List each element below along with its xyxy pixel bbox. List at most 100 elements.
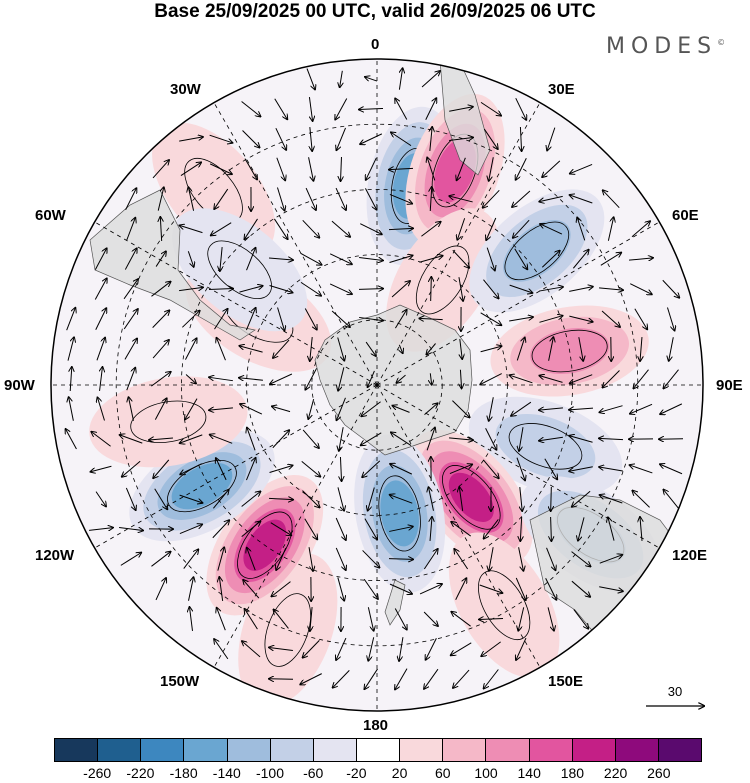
wind-arrow [632, 491, 650, 508]
wind-arrow [305, 368, 318, 389]
wind-arrow [182, 311, 199, 328]
colorbar-cell [313, 739, 357, 761]
wind-arrow [124, 339, 137, 360]
wind-arrow [270, 373, 293, 384]
map-title: Base 25/09/2025 00 UTC, valid 26/09/2025… [154, 1, 596, 22]
anomaly-contour-line [378, 475, 421, 552]
wind-arrow [603, 190, 620, 209]
wind-arrow [157, 187, 164, 211]
wind-arrow [458, 277, 463, 301]
wind-arrow [217, 338, 226, 361]
wind-arrow [430, 517, 432, 542]
wind-arrow [310, 337, 312, 361]
colorbar-cell [98, 739, 142, 761]
wind-arrow [98, 398, 105, 421]
wind-arrow [541, 251, 559, 268]
wind-arrow [126, 218, 136, 241]
colorbar-cell [572, 739, 616, 761]
wind-arrow [149, 438, 174, 440]
colorbar-cell [443, 739, 487, 761]
lon-label-90e: 90E [716, 377, 743, 394]
wind-arrow [95, 308, 107, 331]
wind-arrow [388, 559, 413, 560]
wind-arrow [368, 487, 375, 510]
wind-arrow [129, 397, 134, 421]
wind-arrow [214, 309, 228, 330]
wind-arrow [155, 251, 166, 267]
wind-arrow [396, 374, 406, 383]
colorbar-cell [184, 739, 228, 761]
wind-arrow [482, 459, 498, 478]
anomaly-contour-line [531, 329, 608, 373]
wind-arrow [631, 221, 650, 238]
wind-arrow [449, 107, 473, 112]
wind-arrow [395, 98, 408, 120]
meridian-line [94, 221, 378, 386]
wind-arrow [516, 338, 524, 361]
wind-arrow [302, 219, 320, 237]
wind-arrow [419, 318, 443, 319]
wind-arrow [180, 463, 202, 475]
wind-arrow [509, 284, 533, 293]
wind-arrow [359, 108, 384, 109]
wind-arrow [421, 71, 440, 88]
wind-arrow [391, 432, 412, 446]
wind-arrow [187, 251, 193, 267]
wind-arrow [269, 465, 293, 474]
wind-arrow [539, 376, 563, 383]
wind-arrow [542, 160, 561, 177]
colorbar-cell [141, 739, 185, 761]
wind-arrow [480, 312, 502, 325]
wind-arrow [367, 607, 373, 630]
wind-arrow [630, 465, 653, 474]
wind-arrow [429, 487, 434, 511]
wind-arrow [360, 223, 381, 235]
wind-arrow [516, 637, 527, 660]
wind-arrow [480, 346, 502, 353]
wind-arrow [599, 586, 623, 591]
wind-arrow [335, 98, 348, 119]
wind-arrow [301, 460, 321, 476]
wind-arrow [394, 310, 406, 329]
wind-arrow [304, 518, 317, 540]
wind-arrow [306, 68, 315, 90]
colorbar-tick-label: 60 [435, 765, 451, 781]
wind-arrow [570, 195, 593, 204]
wind-arrow [430, 187, 431, 212]
colorbar-cell [529, 739, 573, 761]
wind-arrow [430, 373, 431, 384]
wind-arrow [483, 128, 497, 149]
lon-label-120w: 120W [35, 547, 75, 564]
wind-arrow [360, 133, 383, 144]
wind-arrow [331, 310, 350, 327]
wind-arrow [368, 637, 375, 660]
wind-arrow [399, 637, 404, 661]
wind-arrow [511, 401, 532, 416]
colorbar-tick-label: 180 [560, 765, 585, 781]
wind-arrow [329, 253, 352, 264]
wind-arrow [389, 527, 413, 532]
wind-arrow [337, 337, 345, 360]
wind-arrow [276, 157, 285, 181]
wind-arrow [512, 190, 531, 207]
wind-arrow [459, 487, 464, 511]
wind-arrow [603, 370, 620, 387]
wind-arrow [489, 547, 494, 571]
colorbar-cell [400, 739, 444, 761]
wind-arrow [333, 670, 350, 687]
wind-arrow [359, 316, 383, 320]
wind-arrow [337, 397, 346, 420]
wind-arrow [364, 518, 377, 540]
wind-arrow [569, 287, 593, 292]
wind-arrow [66, 429, 77, 450]
wind-arrow [600, 253, 621, 266]
wind-arrow [515, 97, 527, 120]
wind-arrow [341, 156, 342, 181]
wind-arrow [274, 98, 287, 120]
wind-arrow [389, 193, 412, 203]
wind-arrow [516, 457, 525, 481]
wind-arrow [486, 247, 495, 271]
wind-arrow [363, 578, 378, 599]
colorbar [54, 738, 702, 762]
wind-arrow [245, 308, 255, 331]
